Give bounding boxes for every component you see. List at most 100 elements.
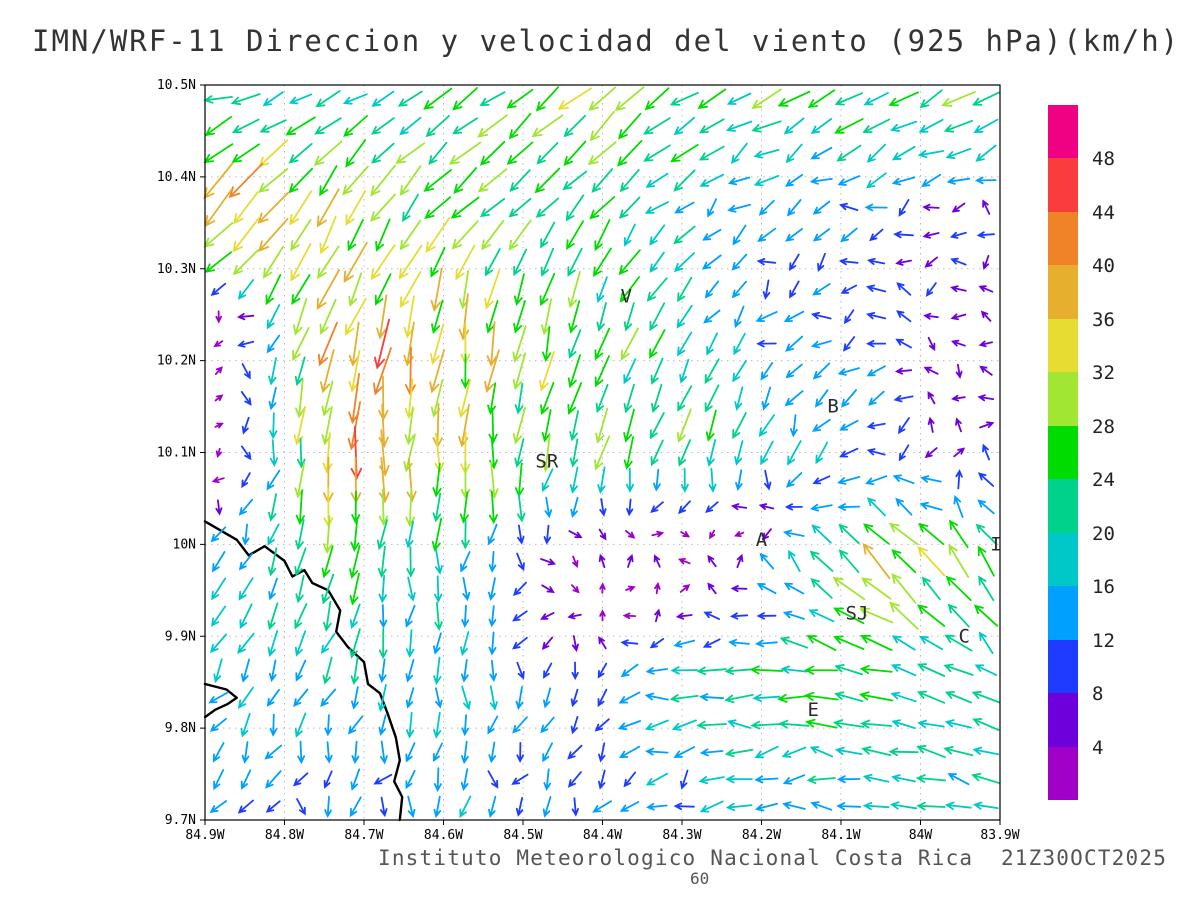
- wind-arrow: [865, 475, 888, 485]
- wind-arrow: [977, 472, 995, 487]
- wind-arrow: [891, 719, 916, 729]
- wind-arrow: [343, 241, 368, 283]
- wind-arrow: [859, 634, 893, 651]
- wind-arrow: [756, 258, 777, 266]
- wind-arrow: [291, 274, 311, 306]
- wind-arrow: [669, 91, 699, 106]
- wind-arrow: [921, 576, 941, 601]
- wind-arrow: [435, 687, 443, 709]
- wind-arrow: [808, 609, 835, 623]
- wind-arrow: [734, 386, 744, 411]
- wind-arrow: [539, 272, 556, 307]
- wind-arrow: [890, 120, 918, 132]
- wind-arrow: [620, 663, 639, 678]
- wind-arrow: [891, 176, 916, 186]
- wind-arrow: [752, 693, 781, 703]
- wind-arrow: [376, 294, 388, 340]
- wind-arrow: [434, 549, 443, 575]
- wind-arrow: [295, 574, 305, 604]
- wind-arrow: [925, 282, 937, 297]
- wind-arrow: [834, 92, 863, 106]
- wind-arrow: [203, 143, 234, 164]
- wind-arrow: [347, 715, 364, 735]
- wind-arrow: [423, 169, 452, 192]
- wind-arrow: [342, 165, 369, 196]
- wind-arrow: [978, 285, 994, 293]
- wind-arrow: [735, 469, 743, 492]
- colorbar-segment: [1048, 746, 1078, 801]
- wind-arrow: [594, 435, 611, 471]
- wind-arrow: [432, 462, 442, 498]
- wind-arrow: [213, 769, 225, 791]
- wind-arrow: [892, 474, 915, 485]
- wind-arrow: [562, 170, 588, 191]
- wind-arrow: [595, 407, 609, 444]
- wind-arrow: [514, 382, 524, 415]
- wind-arrow: [567, 271, 581, 309]
- wind-arrow: [429, 349, 445, 394]
- wind-arrow: [377, 545, 387, 579]
- wind-arrow: [262, 245, 284, 279]
- wind-arrow: [644, 87, 670, 111]
- wind-arrow: [541, 298, 552, 336]
- wind-arrow: [398, 245, 423, 280]
- wind-arrow: [697, 88, 727, 110]
- wind-arrow: [785, 472, 803, 488]
- wind-arrow: [296, 437, 306, 469]
- wind-arrow: [725, 802, 753, 812]
- wind-arrow: [785, 143, 803, 164]
- wind-arrow: [350, 768, 361, 791]
- wind-arrow: [288, 93, 313, 105]
- wind-arrow: [429, 323, 445, 366]
- wind-arrow: [807, 89, 836, 109]
- wind-arrow: [915, 774, 946, 783]
- wind-arrow: [543, 768, 552, 791]
- wind-arrow: [316, 188, 340, 228]
- wind-arrow: [565, 194, 585, 222]
- wind-arrow: [588, 86, 617, 112]
- wind-arrow: [265, 770, 282, 789]
- wind-arrow: [597, 662, 608, 679]
- wind-arrow: [783, 117, 805, 135]
- wind-arrow: [841, 389, 857, 408]
- station-label: V: [621, 285, 632, 307]
- wind-arrow: [676, 304, 693, 329]
- wind-arrow: [730, 142, 748, 165]
- wind-arrow: [209, 633, 227, 654]
- wind-arrow: [594, 718, 610, 732]
- wind-arrow: [654, 608, 661, 623]
- wind-arrow: [433, 711, 442, 739]
- wind-arrow: [917, 545, 946, 577]
- wind-arrows-layer: [203, 86, 1001, 819]
- wind-arrow: [484, 349, 500, 394]
- wind-arrow: [239, 603, 253, 630]
- wind-arrow: [669, 694, 699, 703]
- wind-arrow: [833, 607, 865, 625]
- wind-arrow: [707, 554, 717, 568]
- wind-arrow: [592, 800, 612, 813]
- wind-arrow: [516, 742, 524, 763]
- wind-arrow: [295, 378, 305, 419]
- wind-arrow: [395, 142, 426, 165]
- wind-arrow: [322, 432, 333, 474]
- wind-arrow: [810, 146, 833, 160]
- wind-arrow: [978, 631, 994, 654]
- x-tick-label: 84.9W: [185, 828, 224, 843]
- wind-arrow: [506, 141, 534, 165]
- wind-arrow: [922, 231, 940, 239]
- wind-arrow: [240, 658, 250, 683]
- wind-arrow: [514, 462, 525, 498]
- wind-arrow: [541, 584, 555, 594]
- wind-arrow: [837, 503, 861, 511]
- wind-arrow: [461, 685, 471, 711]
- wind-arrow: [374, 318, 390, 370]
- wind-arrow: [916, 745, 946, 759]
- wind-arrow: [761, 386, 772, 411]
- wind-arrow: [266, 688, 280, 707]
- wind-arrow: [943, 119, 973, 133]
- wind-arrow: [810, 311, 832, 320]
- wind-arrow: [617, 720, 642, 731]
- wind-arrow: [953, 495, 964, 518]
- wind-arrow: [975, 523, 997, 545]
- y-tick-label: 10.5N: [157, 78, 196, 93]
